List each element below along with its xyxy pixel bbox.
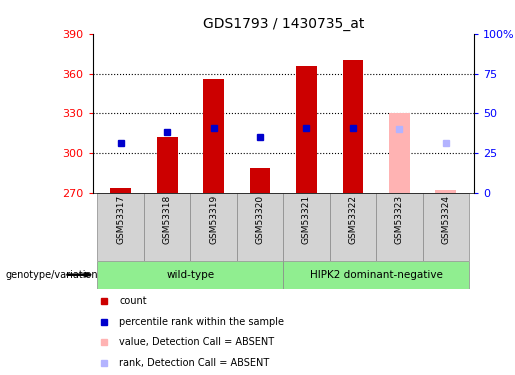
Bar — [283, 193, 330, 261]
Text: GSM53320: GSM53320 — [255, 195, 265, 244]
Bar — [330, 193, 376, 261]
Bar — [157, 137, 178, 193]
Text: GSM53322: GSM53322 — [349, 195, 357, 244]
Bar — [144, 193, 191, 261]
Title: GDS1793 / 1430735_at: GDS1793 / 1430735_at — [202, 17, 364, 32]
Text: GSM53323: GSM53323 — [395, 195, 404, 244]
Text: GSM53318: GSM53318 — [163, 195, 171, 244]
Bar — [110, 188, 131, 193]
Text: wild-type: wild-type — [166, 270, 214, 280]
Bar — [191, 193, 237, 261]
Text: HIPK2 dominant-negative: HIPK2 dominant-negative — [310, 270, 442, 280]
Text: rank, Detection Call = ABSENT: rank, Detection Call = ABSENT — [119, 358, 270, 368]
Text: percentile rank within the sample: percentile rank within the sample — [119, 317, 284, 327]
Text: GSM53317: GSM53317 — [116, 195, 125, 244]
Bar — [376, 193, 423, 261]
Bar — [97, 193, 144, 261]
Bar — [423, 193, 469, 261]
Text: GSM53321: GSM53321 — [302, 195, 311, 244]
Text: GSM53319: GSM53319 — [209, 195, 218, 244]
Bar — [97, 261, 283, 289]
Bar — [237, 193, 283, 261]
Bar — [389, 113, 410, 193]
Bar — [342, 60, 364, 193]
Text: value, Detection Call = ABSENT: value, Detection Call = ABSENT — [119, 338, 274, 347]
Bar — [296, 66, 317, 193]
Bar — [203, 79, 224, 193]
Text: GSM53324: GSM53324 — [441, 195, 451, 244]
Text: genotype/variation: genotype/variation — [5, 270, 98, 280]
Bar — [436, 190, 456, 193]
Text: count: count — [119, 296, 147, 306]
Bar — [250, 168, 270, 193]
Bar — [283, 261, 469, 289]
